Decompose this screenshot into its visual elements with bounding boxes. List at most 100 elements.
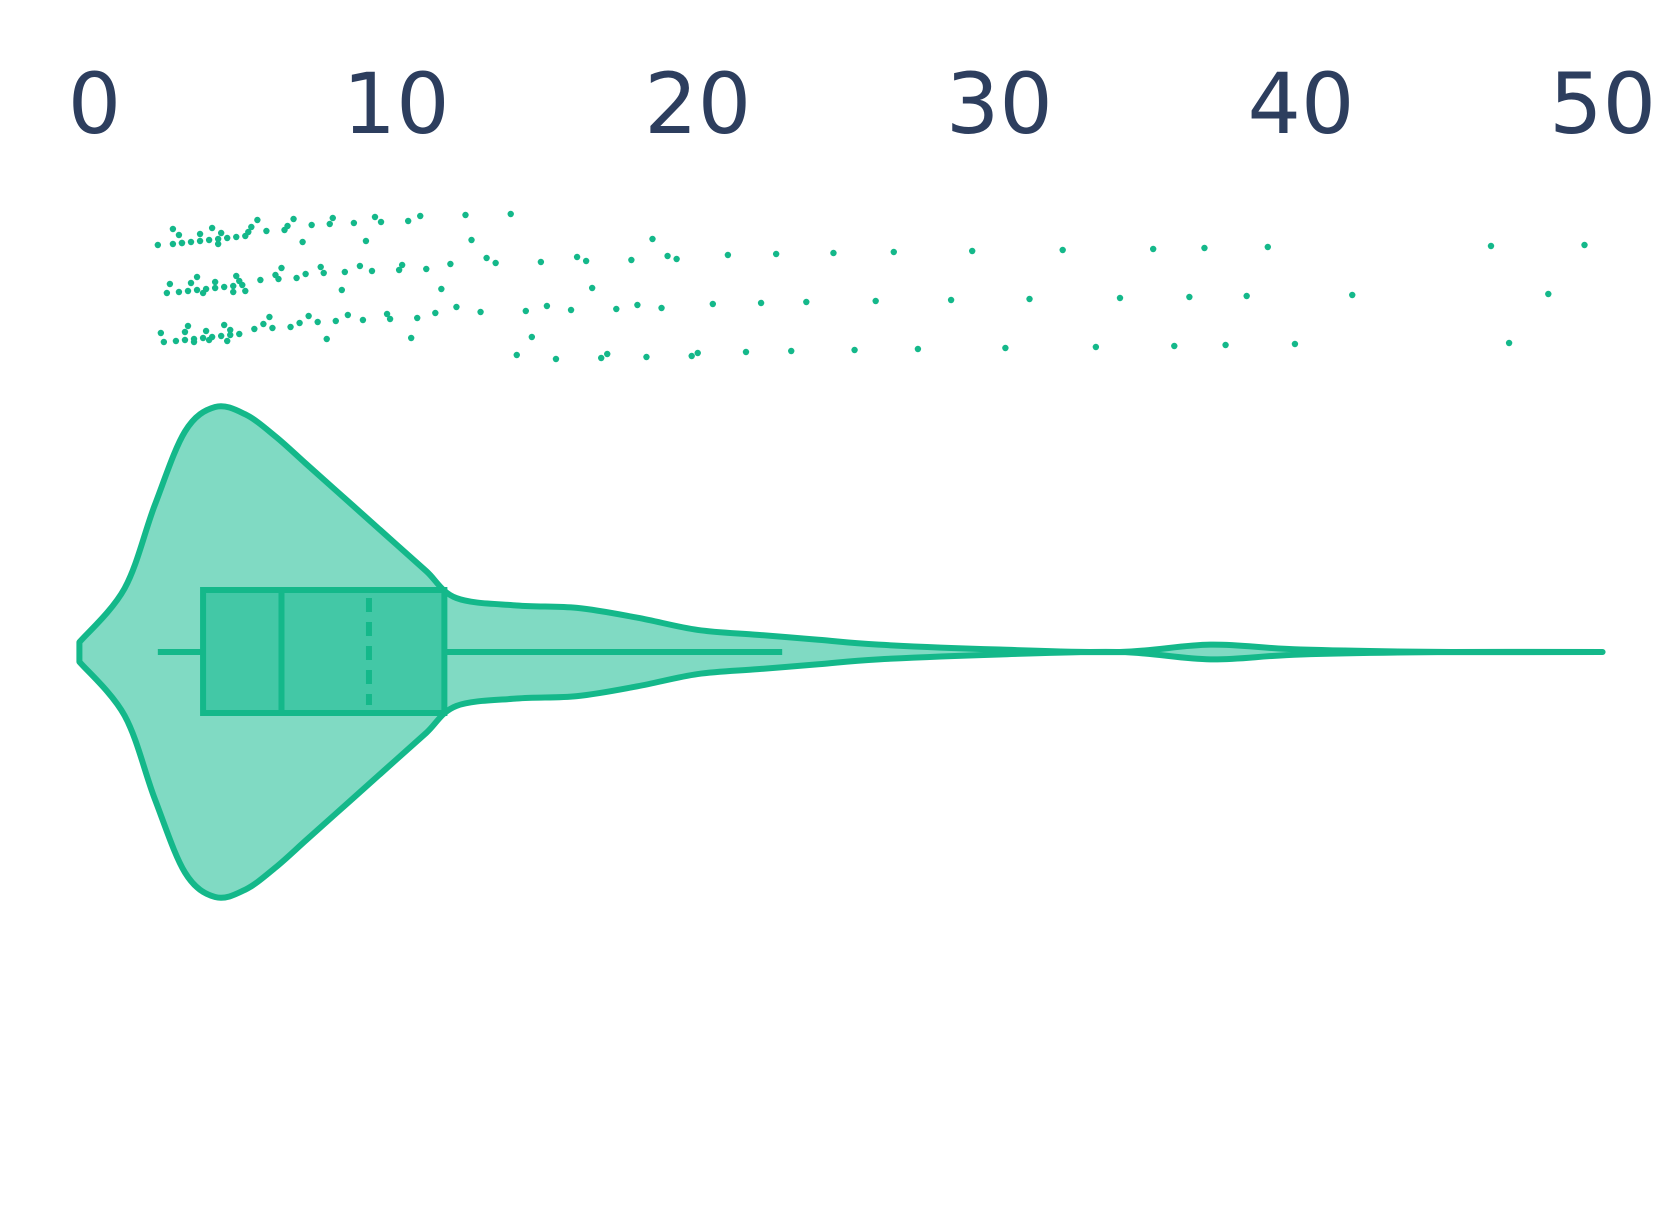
strip-point <box>284 222 291 230</box>
strip-point <box>588 284 596 292</box>
strip-point <box>1002 344 1009 352</box>
strip-point <box>227 331 234 339</box>
strip-point <box>398 261 406 269</box>
strip-point <box>830 249 837 257</box>
strip-point <box>1264 243 1271 251</box>
strip-point <box>278 264 285 272</box>
strip-point <box>462 211 469 219</box>
strip-point <box>694 349 701 357</box>
strip-point <box>260 320 267 328</box>
strip-point <box>492 259 499 267</box>
strip-point <box>211 284 219 292</box>
strip-point <box>172 337 180 345</box>
strip-point <box>236 277 243 285</box>
strip-point <box>224 234 231 242</box>
strip-point <box>242 287 249 295</box>
strip-point <box>181 328 189 336</box>
strip-point <box>522 307 530 315</box>
strip-point <box>664 252 671 260</box>
strip-point <box>947 296 955 304</box>
strip-point <box>184 287 192 295</box>
strip-point <box>233 272 240 280</box>
strip-point <box>528 333 536 341</box>
strip-point <box>287 323 294 331</box>
strip-point <box>230 288 237 296</box>
strip-point <box>477 308 484 316</box>
strip-point <box>217 332 225 340</box>
strip-point <box>890 248 897 256</box>
box <box>200 587 448 716</box>
strip-point <box>227 326 234 334</box>
strip-point <box>169 240 177 248</box>
strip-point <box>296 319 303 327</box>
strip-point <box>220 321 228 329</box>
strip-point <box>1092 343 1100 351</box>
x-tick-label: 0 <box>68 55 121 153</box>
strip-point <box>1505 339 1513 347</box>
strip-point <box>1349 291 1356 299</box>
strip-point <box>230 282 237 290</box>
strip-point <box>598 354 605 362</box>
strip-point <box>414 314 421 322</box>
strip-point <box>453 303 460 311</box>
strip-point <box>613 305 620 313</box>
strip-point <box>567 306 575 314</box>
strip-point <box>236 330 243 338</box>
strip-point <box>1581 241 1588 249</box>
strip-point <box>251 325 258 333</box>
strip-point <box>175 288 183 296</box>
strip-point <box>386 315 394 323</box>
strip-point <box>175 231 183 239</box>
strip-point <box>432 309 439 317</box>
strip-point <box>166 280 174 288</box>
strip-point <box>404 217 412 225</box>
strip-point <box>582 257 590 265</box>
strip-point <box>438 285 445 293</box>
strip-point <box>371 213 379 221</box>
strip-point <box>214 235 222 243</box>
strip-point <box>604 350 611 358</box>
strip-point <box>537 258 545 266</box>
strip-point <box>1149 245 1157 253</box>
strip-point <box>326 220 333 228</box>
strip-point <box>1222 341 1229 349</box>
strip-point <box>543 302 551 310</box>
strip-point <box>208 224 216 232</box>
strip-point <box>317 263 324 271</box>
strip-point <box>851 346 858 354</box>
strip-point <box>1171 342 1178 350</box>
strip-point <box>350 219 358 227</box>
strip-point <box>205 336 213 344</box>
strip-point <box>169 225 177 233</box>
strip-point <box>658 304 665 312</box>
strip-point <box>341 268 349 276</box>
strip-point <box>417 212 424 220</box>
strip-point <box>395 266 403 274</box>
violin <box>76 403 1606 901</box>
strip-point <box>196 237 204 245</box>
strip-point <box>803 298 810 306</box>
strip-point <box>263 227 270 235</box>
strip-point <box>709 300 717 308</box>
strip-point <box>217 229 225 237</box>
strip-point <box>788 347 795 355</box>
strip-point <box>573 253 581 261</box>
strip-point <box>196 230 204 238</box>
strip-point <box>190 338 198 346</box>
strip-point <box>199 289 207 297</box>
strip-point <box>157 329 165 337</box>
strip-point <box>193 286 201 294</box>
strip-point <box>302 270 309 278</box>
strip-point <box>359 316 367 324</box>
strip-point <box>214 240 222 248</box>
strip-point <box>513 351 520 359</box>
strip-point <box>245 228 252 236</box>
strip-point <box>383 310 391 318</box>
strip-point <box>308 221 315 229</box>
strip-point <box>362 237 370 245</box>
strip-point <box>266 313 273 321</box>
strip-point <box>1291 340 1299 348</box>
strip-point <box>447 260 454 268</box>
strip-point <box>1201 244 1208 252</box>
strip-point <box>1545 290 1552 298</box>
